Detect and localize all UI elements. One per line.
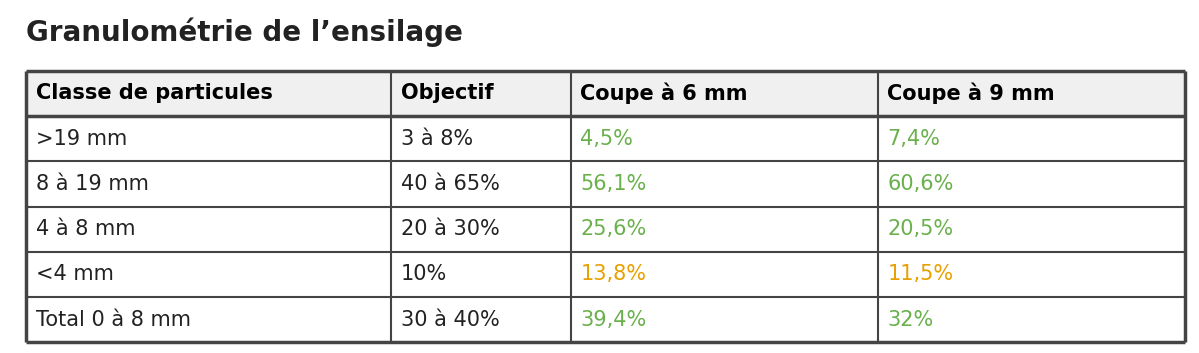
Text: 4 à 8 mm: 4 à 8 mm	[36, 219, 135, 239]
Text: 25,6%: 25,6%	[580, 219, 646, 239]
Text: 11,5%: 11,5%	[887, 264, 953, 285]
Text: Classe de particules: Classe de particules	[36, 83, 273, 103]
Text: 7,4%: 7,4%	[887, 128, 940, 149]
Text: 60,6%: 60,6%	[887, 174, 953, 194]
Text: 32%: 32%	[887, 310, 934, 330]
Text: 3 à 8%: 3 à 8%	[400, 128, 472, 149]
Text: <4 mm: <4 mm	[36, 264, 114, 285]
Text: 13,8%: 13,8%	[580, 264, 646, 285]
Text: >19 mm: >19 mm	[36, 128, 127, 149]
Text: 8 à 19 mm: 8 à 19 mm	[36, 174, 149, 194]
Text: 30 à 40%: 30 à 40%	[400, 310, 500, 330]
Text: 4,5%: 4,5%	[580, 128, 633, 149]
Text: 10%: 10%	[400, 264, 447, 285]
Text: 40 à 65%: 40 à 65%	[400, 174, 500, 194]
Text: Coupe à 6 mm: Coupe à 6 mm	[580, 83, 748, 104]
Text: Total 0 à 8 mm: Total 0 à 8 mm	[36, 310, 191, 330]
Text: Objectif: Objectif	[400, 83, 494, 103]
Text: Coupe à 9 mm: Coupe à 9 mm	[887, 83, 1055, 104]
Text: 56,1%: 56,1%	[580, 174, 646, 194]
Text: 20 à 30%: 20 à 30%	[400, 219, 500, 239]
Text: 39,4%: 39,4%	[580, 310, 646, 330]
Text: Granulométrie de l’ensilage: Granulométrie de l’ensilage	[26, 18, 463, 47]
Bar	[26, 71, 1185, 116]
Text: 20,5%: 20,5%	[887, 219, 953, 239]
